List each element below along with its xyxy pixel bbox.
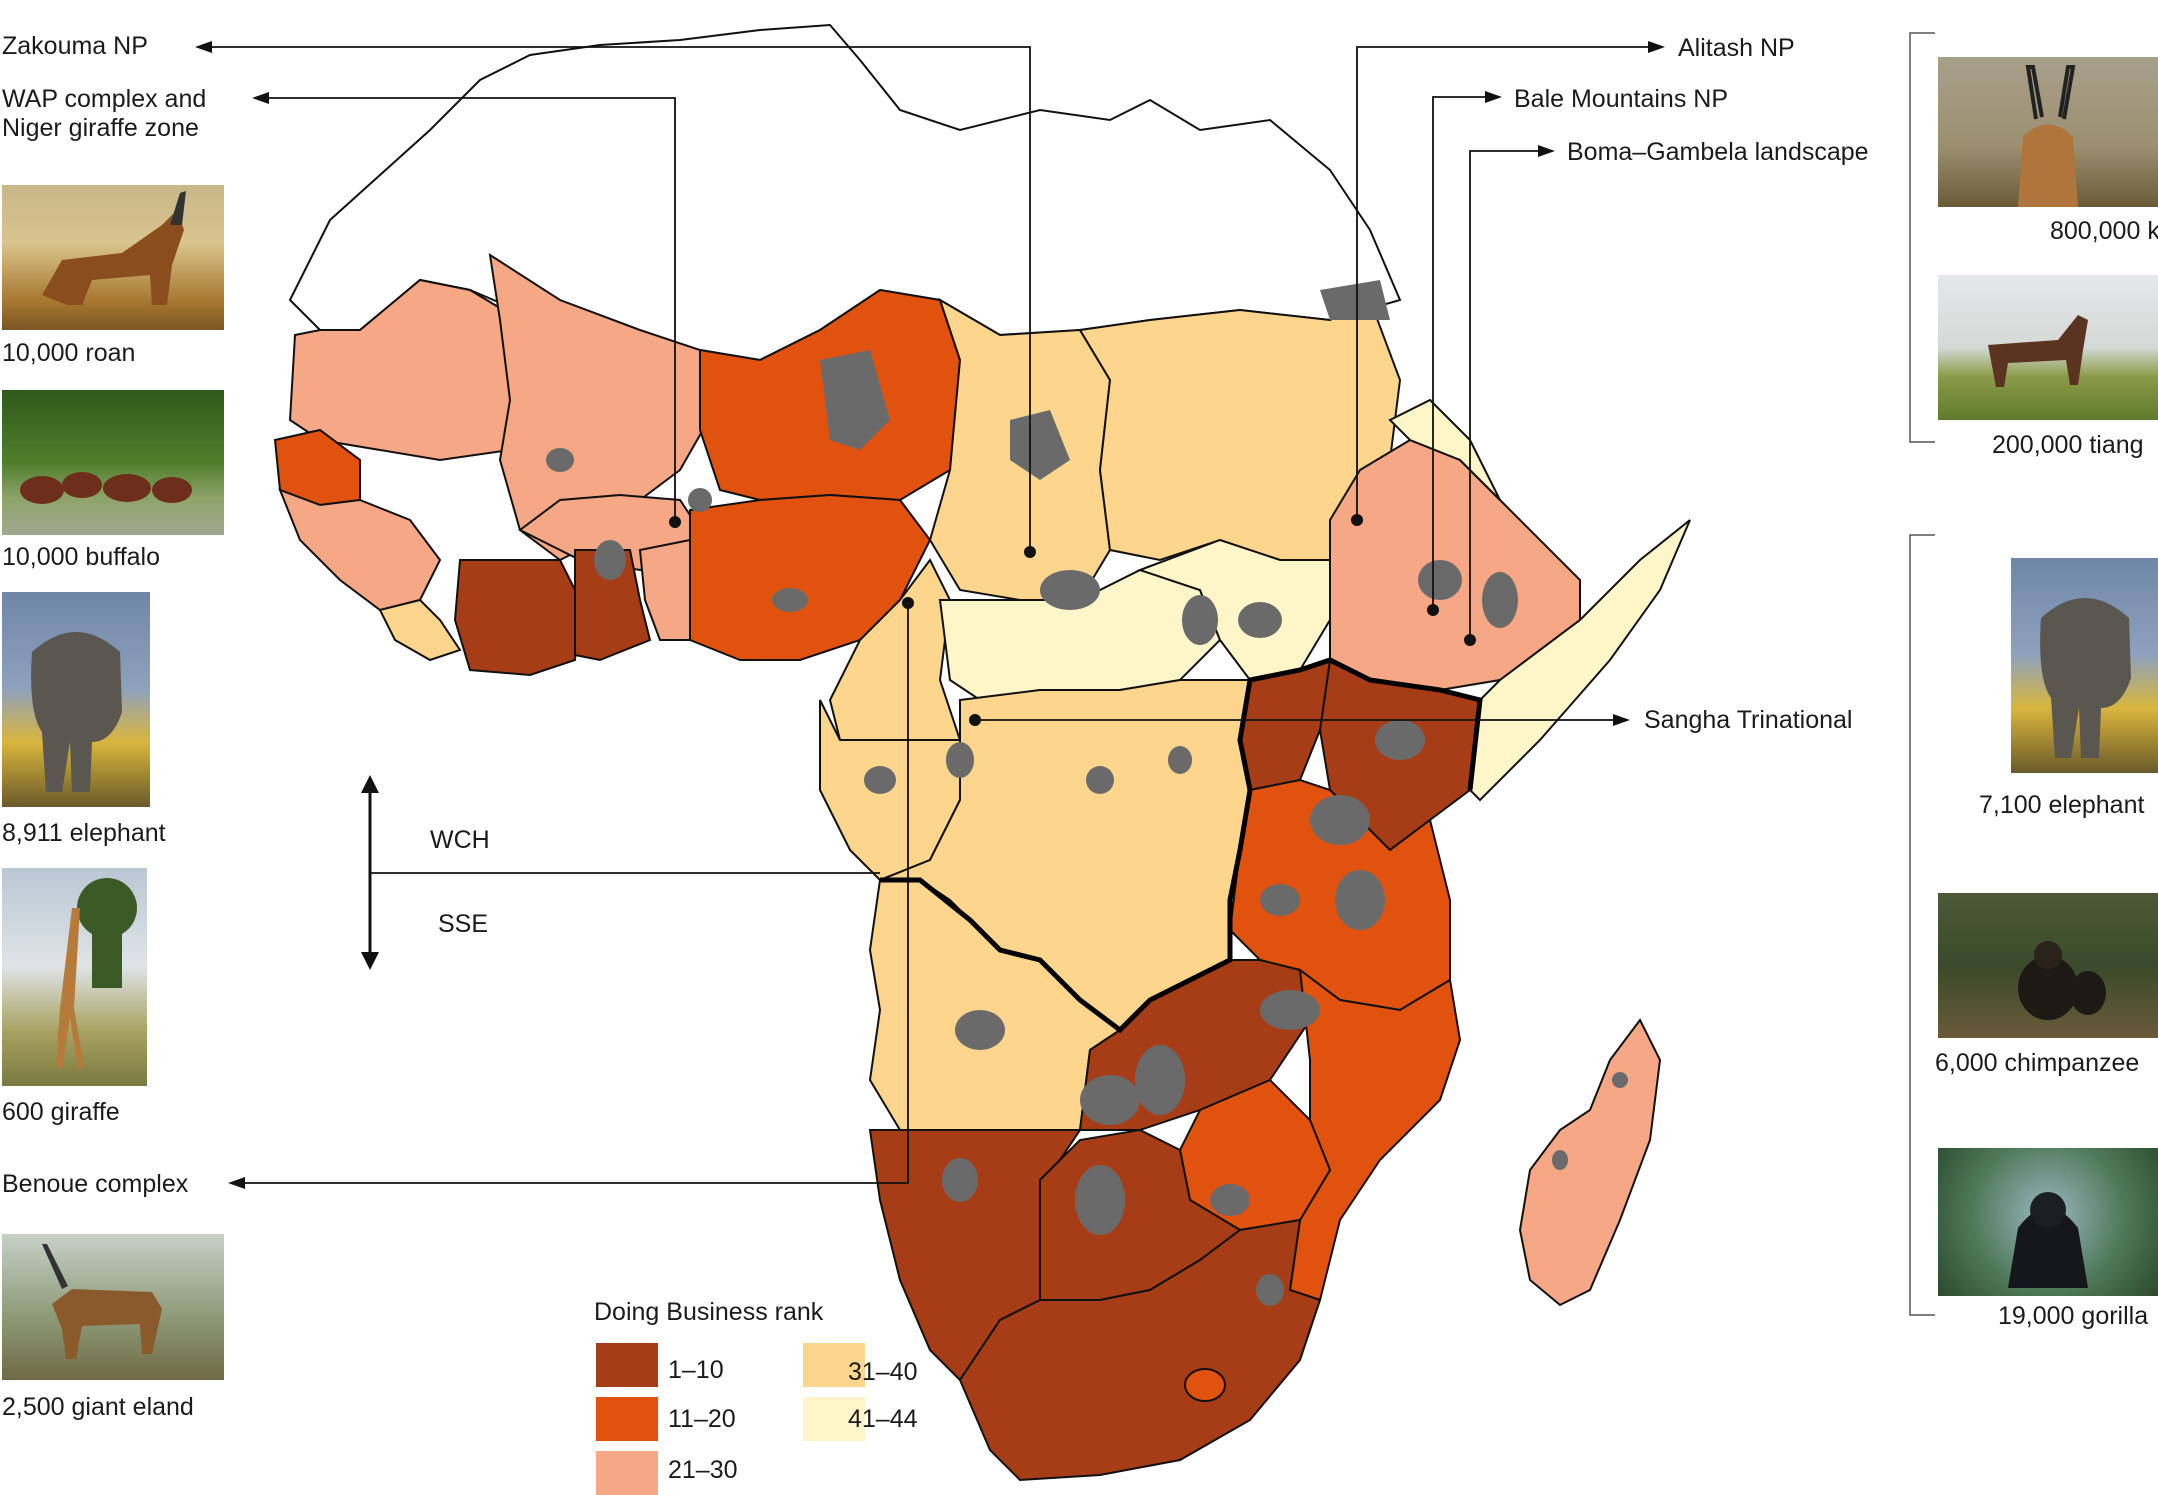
label-sse: SSE [438, 910, 489, 938]
legend-swatch-2 [596, 1397, 658, 1441]
tiang-photo [1938, 275, 2158, 420]
left-caption-3: 600 giraffe [2, 1098, 120, 1126]
giant-eland-photo [2, 1234, 224, 1380]
label-alitash: Alitash NP [1678, 34, 1795, 62]
legend-swatch-3 [596, 1451, 658, 1495]
label-benoue: Benoue complex [2, 1170, 189, 1198]
region-double-arrow [361, 775, 379, 970]
giraffe-photo [2, 868, 147, 1086]
right-brackets [1909, 32, 1935, 1316]
legend-swatch-5 [803, 1397, 865, 1441]
chimpanzee-photo [1938, 893, 2158, 1038]
label-zakouma: Zakouma NP [2, 32, 148, 60]
left-caption-4: 2,500 giant eland [2, 1393, 194, 1421]
right-caption-4: 19,000 gorilla [1998, 1302, 2149, 1330]
wch-sse-boundary [880, 657, 1483, 1034]
legend-label-4: 31–40 [848, 1358, 918, 1386]
protected-areas [546, 280, 1628, 1306]
country-liberia [378, 598, 462, 662]
country-guinea [278, 488, 442, 612]
label-bale: Bale Mountains NP [1514, 85, 1729, 113]
gorilla-photo [1938, 1148, 2158, 1296]
elephant-photo-right [2011, 558, 2158, 773]
legend-title: Doing Business rank [594, 1298, 824, 1326]
country-madagascar [1518, 1018, 1662, 1307]
roan-antelope-photo [2, 185, 224, 330]
legend-swatch-4 [803, 1343, 865, 1387]
site-dots [669, 514, 1476, 726]
buffalo-photo [2, 390, 224, 535]
legend-label-1: 1–10 [668, 1356, 724, 1384]
left-caption-0: 10,000 roan [2, 339, 136, 367]
country-cote-divoire [453, 559, 582, 677]
right-caption-2: 7,100 elephant [1979, 791, 2145, 819]
label-boma: Boma–Gambela landscape [1567, 138, 1869, 166]
legend-label-5: 41–44 [848, 1405, 918, 1433]
leader-lines [205, 46, 1655, 1184]
country-lesotho [1184, 1368, 1226, 1402]
country-ghana [574, 549, 652, 662]
kob-photo [1938, 57, 2158, 207]
label-wch: WCH [430, 826, 490, 854]
left-caption-2: 8,911 elephant [2, 819, 166, 847]
legend-label-2: 11–20 [668, 1405, 736, 1433]
leader-arrowheads [195, 41, 1665, 1189]
country-cameroon [828, 558, 962, 741]
left-caption-1: 10,000 buffalo [2, 543, 161, 571]
country-benin [638, 538, 691, 641]
label-sangha: Sangha Trinational [1644, 706, 1853, 734]
label-wap-line1: WAP complex and [2, 85, 207, 113]
country-south-africa [958, 1218, 1322, 1482]
legend-label-3: 21–30 [668, 1456, 738, 1484]
right-caption-0: 800,000 kob [2050, 217, 2158, 245]
right-caption-1: 200,000 tiang [1992, 431, 2144, 459]
elephant-photo-left [2, 592, 150, 807]
country-eritrea [1388, 398, 1501, 501]
label-wap-line2: Niger giraffe zone [2, 114, 199, 142]
legend-swatch-1 [596, 1343, 658, 1387]
right-caption-3: 6,000 chimpanzee [1935, 1049, 2140, 1077]
